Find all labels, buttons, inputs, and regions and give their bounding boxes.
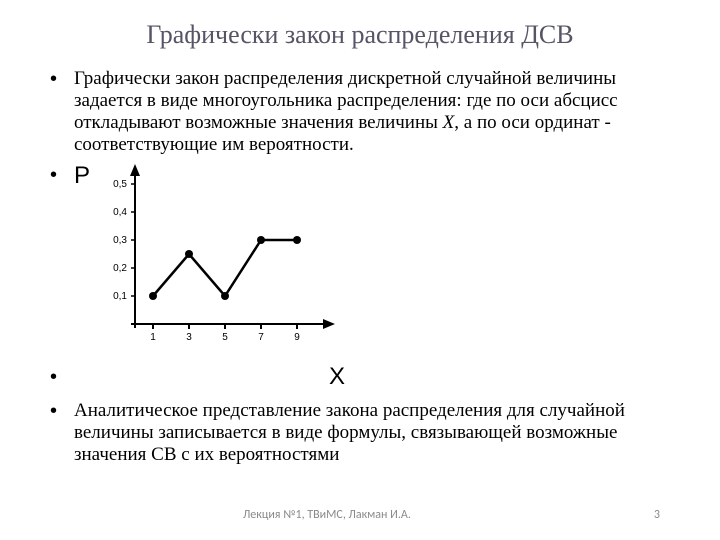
svg-text:3: 3 <box>186 332 192 343</box>
svg-text:1: 1 <box>150 332 156 343</box>
bullet-dot: • <box>50 68 74 90</box>
svg-text:7: 7 <box>258 332 264 343</box>
bullet-dot: • <box>50 164 74 186</box>
paragraph-2: Аналитическое представление закона распр… <box>74 400 670 466</box>
y-axis-big-label: P <box>74 162 90 190</box>
bullet-dot: • <box>50 400 74 422</box>
bullet-item-1: • Графически закон распределения дискрет… <box>50 68 670 156</box>
bullet-item-2: • Аналитическое представление закона рас… <box>50 400 670 466</box>
svg-text:0,5: 0,5 <box>113 179 127 190</box>
svg-text:0,4: 0,4 <box>113 207 127 218</box>
paragraph-1: Графически закон распределения дискретно… <box>74 68 670 156</box>
para1-x: X <box>443 112 455 133</box>
bullet-item-xlabel: • X <box>50 362 670 392</box>
footer: Лекция №1, ТВиМС, Лакман И.А. 3 <box>0 508 720 522</box>
slide: Графически закон распределения ДСВ • Гра… <box>0 0 720 540</box>
svg-text:9: 9 <box>294 332 300 343</box>
page-number: 3 <box>654 508 660 522</box>
bullet-item-chart: • P 0,1 0,2 0,3 0,4 0,5 1 3 5 7 9 <box>50 164 670 354</box>
svg-text:0,2: 0,2 <box>113 263 127 274</box>
footer-text: Лекция №1, ТВиМС, Лакман И.А. <box>0 508 654 522</box>
svg-text:0,1: 0,1 <box>113 291 127 302</box>
bullet-dot: • <box>50 366 74 388</box>
chart-svg: 0,1 0,2 0,3 0,4 0,5 1 3 5 7 9 <box>90 164 350 354</box>
page-title: Графически закон распределения ДСВ <box>50 20 670 50</box>
svg-text:0,3: 0,3 <box>113 235 127 246</box>
x-axis-big-label: X <box>329 363 345 391</box>
distribution-chart: 0,1 0,2 0,3 0,4 0,5 1 3 5 7 9 <box>90 164 350 354</box>
svg-text:5: 5 <box>222 332 228 343</box>
